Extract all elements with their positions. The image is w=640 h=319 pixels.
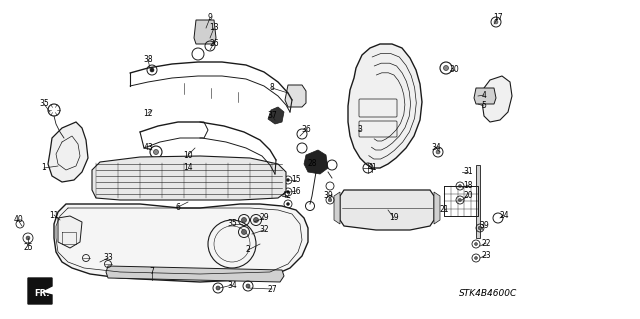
Polygon shape [304,150,328,174]
Text: 22: 22 [481,239,491,248]
Circle shape [150,68,154,72]
Text: 39: 39 [323,191,333,201]
Text: 5: 5 [481,101,486,110]
Text: 37: 37 [267,112,277,121]
Polygon shape [476,165,480,238]
Text: 12: 12 [143,108,153,117]
Text: STK4B4600C: STK4B4600C [459,290,517,299]
Text: 30: 30 [449,65,459,75]
Text: 15: 15 [291,175,301,184]
Text: 10: 10 [183,151,193,160]
Circle shape [474,256,477,259]
Circle shape [478,226,482,230]
Circle shape [458,184,461,188]
Text: 21: 21 [439,204,449,213]
Text: 35: 35 [39,100,49,108]
Circle shape [458,198,461,202]
Circle shape [253,218,259,222]
Circle shape [216,286,220,290]
Circle shape [287,203,289,205]
Circle shape [444,65,449,70]
Text: 14: 14 [183,164,193,173]
Text: 36: 36 [301,125,311,135]
Text: 28: 28 [307,159,317,167]
Circle shape [241,229,246,234]
Text: 19: 19 [389,213,399,222]
Text: 1: 1 [42,164,46,173]
Polygon shape [474,88,496,104]
Text: 34: 34 [227,280,237,290]
Polygon shape [268,107,284,124]
Text: 26: 26 [209,39,219,48]
Text: 29: 29 [259,213,269,222]
Circle shape [474,242,477,246]
Text: 24: 24 [499,211,509,219]
Polygon shape [340,190,434,230]
Circle shape [287,179,289,182]
Text: 35: 35 [227,219,237,228]
Text: 42: 42 [281,191,291,201]
Text: 34: 34 [431,144,441,152]
Polygon shape [334,192,340,224]
Text: 33: 33 [103,254,113,263]
Text: 27: 27 [267,285,277,293]
Text: 16: 16 [291,187,301,196]
Text: 17: 17 [493,13,503,23]
Circle shape [287,190,289,194]
Text: FR.: FR. [34,290,49,299]
Polygon shape [285,85,306,107]
Text: 43: 43 [143,144,153,152]
Text: 23: 23 [481,250,491,259]
Polygon shape [106,266,284,282]
Text: 20: 20 [463,191,473,201]
Text: 38: 38 [143,56,153,64]
Polygon shape [194,20,216,44]
Text: 2: 2 [246,246,250,255]
Polygon shape [348,44,422,168]
Text: 11: 11 [49,211,59,219]
Polygon shape [482,76,512,122]
Polygon shape [48,122,88,182]
Text: 39: 39 [479,220,489,229]
Text: 6: 6 [175,203,180,211]
Polygon shape [58,216,82,248]
Circle shape [241,218,246,222]
Polygon shape [434,192,440,224]
Text: 7: 7 [150,268,154,277]
Text: 18: 18 [463,181,473,189]
Text: 41: 41 [367,164,377,173]
Text: 31: 31 [463,167,473,176]
Text: 32: 32 [259,226,269,234]
Circle shape [494,20,498,24]
Polygon shape [28,278,52,304]
Circle shape [246,284,250,288]
Circle shape [436,150,440,154]
Circle shape [328,198,332,202]
Text: 25: 25 [23,243,33,253]
Polygon shape [92,156,286,200]
Text: 13: 13 [209,24,219,33]
Circle shape [26,236,30,240]
Polygon shape [54,204,308,282]
Text: 4: 4 [481,91,486,100]
Text: 40: 40 [13,216,23,225]
Text: 3: 3 [358,125,362,135]
Circle shape [154,150,159,154]
Text: 9: 9 [207,13,212,23]
Text: 8: 8 [269,84,275,93]
